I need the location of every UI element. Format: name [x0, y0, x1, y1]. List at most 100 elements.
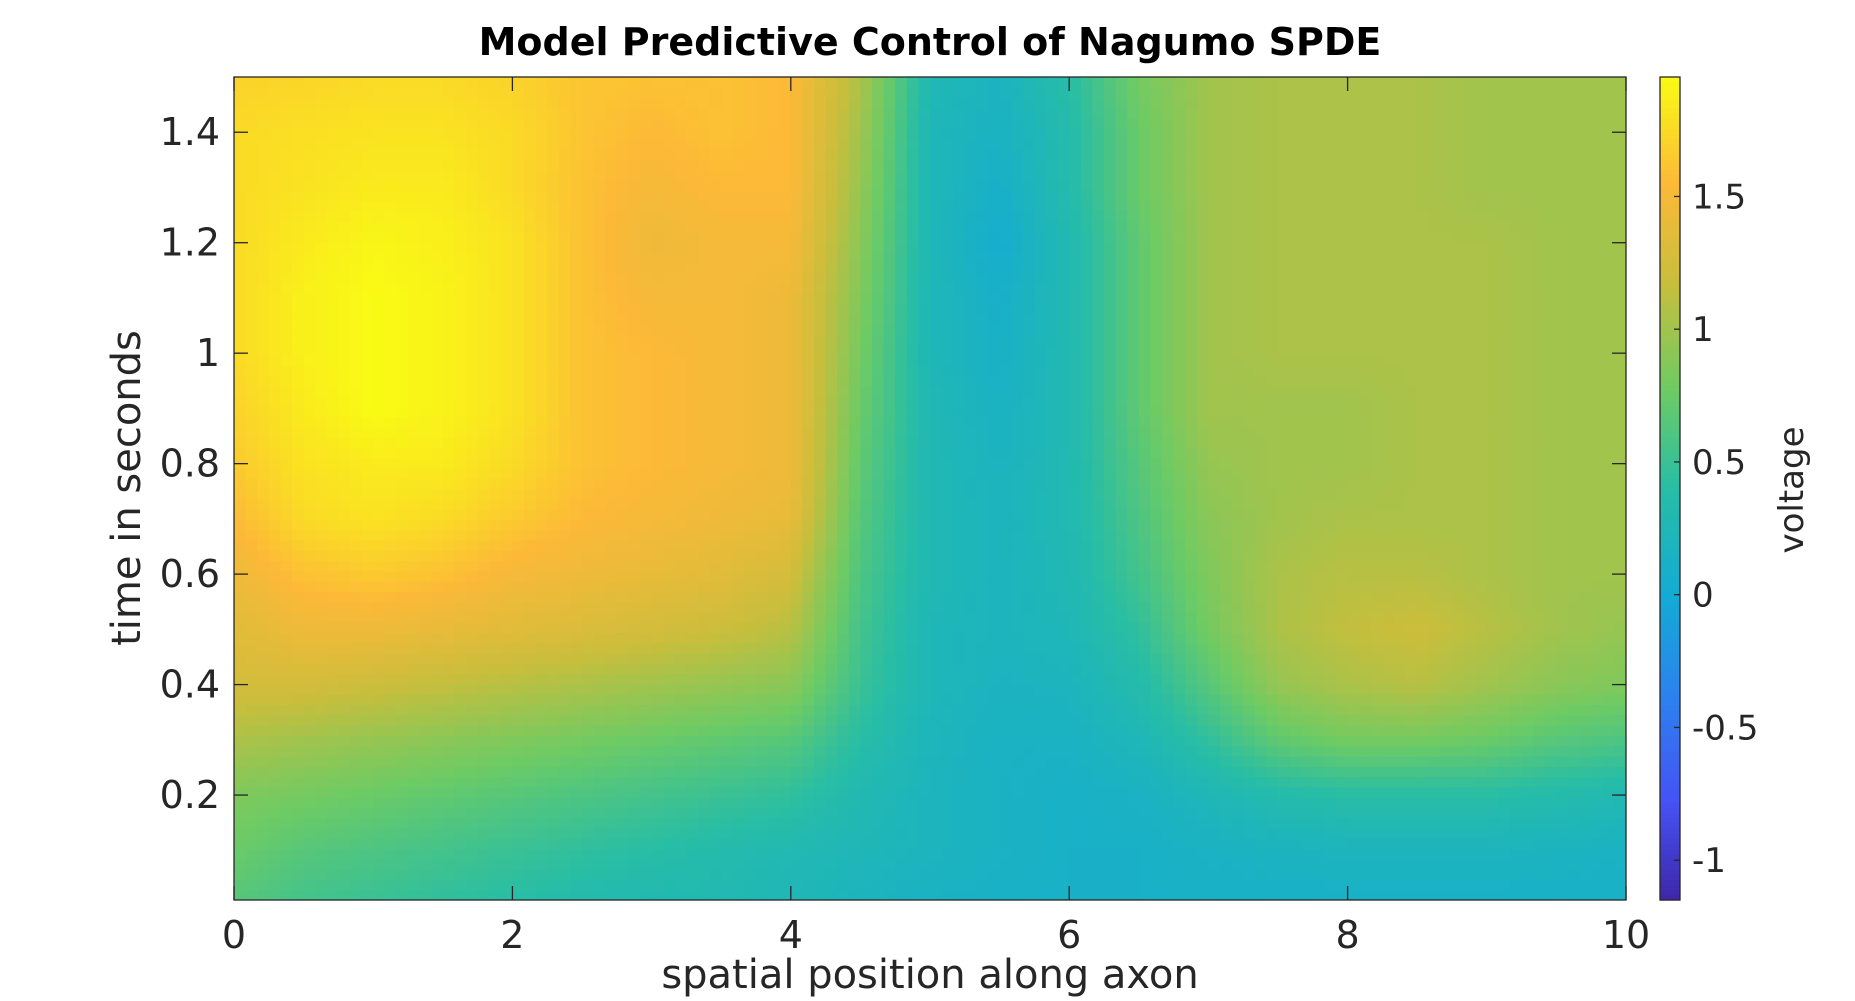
heatmap-cell [964, 694, 977, 706]
heatmap-cell [489, 591, 502, 603]
heatmap-cell [466, 550, 479, 562]
heatmap-cell [593, 683, 606, 695]
heatmap-cell [628, 591, 641, 603]
heatmap-cell [558, 591, 571, 603]
heatmap-cell [1521, 725, 1534, 736]
heatmap-cell [373, 498, 386, 510]
heatmap-cell [1382, 797, 1395, 809]
heatmap-cell [918, 488, 931, 500]
heatmap-cell [1336, 509, 1349, 520]
heatmap-cell [292, 704, 305, 716]
heatmap-cell [361, 889, 374, 900]
heatmap-cell [756, 879, 769, 891]
heatmap-cell [732, 807, 745, 819]
heatmap-cell [1394, 611, 1407, 623]
heatmap-cell [1533, 786, 1546, 798]
heatmap-cell [1243, 745, 1256, 757]
heatmap-cell [802, 714, 815, 726]
heatmap-cell [512, 735, 525, 747]
heatmap-cell [1115, 509, 1128, 520]
heatmap-cell [558, 838, 571, 850]
heatmap-cell [1301, 653, 1314, 664]
heatmap-cell [906, 478, 919, 490]
heatmap-cell [999, 663, 1012, 675]
heatmap-cell [558, 735, 571, 747]
heatmap-cell [988, 786, 1001, 798]
heatmap-cell [999, 570, 1012, 582]
heatmap-cell [825, 498, 838, 510]
heatmap-cell [640, 725, 653, 736]
heatmap-cell [709, 467, 722, 479]
heatmap-cell [1185, 642, 1198, 654]
heatmap-cell [1614, 725, 1626, 736]
heatmap-cell [1394, 550, 1407, 562]
heatmap-cell [1359, 632, 1372, 644]
heatmap-cell [1057, 714, 1070, 726]
heatmap-cell [1138, 838, 1151, 850]
heatmap-cell [1614, 673, 1626, 685]
heatmap-cell [767, 848, 780, 860]
heatmap-cell [431, 519, 444, 531]
heatmap-cell [1080, 879, 1093, 891]
heatmap-cell [721, 622, 734, 634]
heatmap-cell [1428, 498, 1441, 510]
heatmap-cell [872, 786, 885, 798]
heatmap-cell [466, 755, 479, 767]
heatmap-cell [976, 622, 989, 634]
heatmap-cell [709, 879, 722, 891]
heatmap-cell [837, 519, 850, 531]
heatmap-cell [825, 694, 838, 706]
heatmap-cell [1324, 786, 1337, 798]
heatmap-cell [1301, 498, 1314, 510]
heatmap-cell [802, 529, 815, 541]
heatmap-cell [1498, 725, 1511, 736]
heatmap-cell [500, 498, 513, 510]
heatmap-cell [674, 797, 687, 809]
heatmap-cell [1428, 766, 1441, 778]
heatmap-cell [1185, 653, 1198, 664]
heatmap-cell [268, 550, 281, 562]
heatmap-cell [419, 560, 432, 572]
heatmap-cell [1428, 694, 1441, 706]
heatmap-cell [1231, 591, 1244, 603]
heatmap-cell [721, 539, 734, 551]
heatmap-cell [651, 725, 664, 736]
heatmap-cell [1289, 766, 1302, 778]
heatmap-cell [570, 755, 583, 767]
heatmap-cell [698, 642, 711, 654]
heatmap-cell [1405, 776, 1418, 788]
heatmap-cell [976, 550, 989, 562]
heatmap-cell [1510, 704, 1523, 716]
heatmap-cell [419, 735, 432, 747]
heatmap-cell [1417, 827, 1430, 839]
heatmap-cell [1080, 735, 1093, 747]
heatmap-cell [1046, 838, 1059, 850]
heatmap-cell [361, 478, 374, 490]
heatmap-cell [1069, 467, 1082, 479]
heatmap-cell [779, 797, 792, 809]
heatmap-cell [1579, 642, 1592, 654]
heatmap-cell [1104, 755, 1117, 767]
heatmap-cell [315, 838, 328, 850]
heatmap-cell [1486, 601, 1499, 613]
heatmap-cell [721, 642, 734, 654]
heatmap-cell [303, 663, 316, 675]
heatmap-cell [1069, 879, 1082, 891]
heatmap-cell [1510, 889, 1523, 900]
heatmap-cell [1394, 570, 1407, 582]
heatmap-cell [767, 601, 780, 613]
heatmap-cell [814, 519, 827, 531]
heatmap-cell [419, 591, 432, 603]
heatmap-cell [547, 797, 560, 809]
heatmap-cell [999, 786, 1012, 798]
heatmap-cell [860, 478, 873, 490]
heatmap-cell [825, 539, 838, 551]
heatmap-cell [767, 478, 780, 490]
heatmap-cell [1486, 807, 1499, 819]
heatmap-cell [303, 653, 316, 664]
heatmap-cell [883, 848, 896, 860]
heatmap-cell [384, 611, 397, 623]
heatmap-cell [790, 704, 803, 716]
heatmap-cell [1544, 869, 1557, 881]
heatmap-cell [1115, 591, 1128, 603]
